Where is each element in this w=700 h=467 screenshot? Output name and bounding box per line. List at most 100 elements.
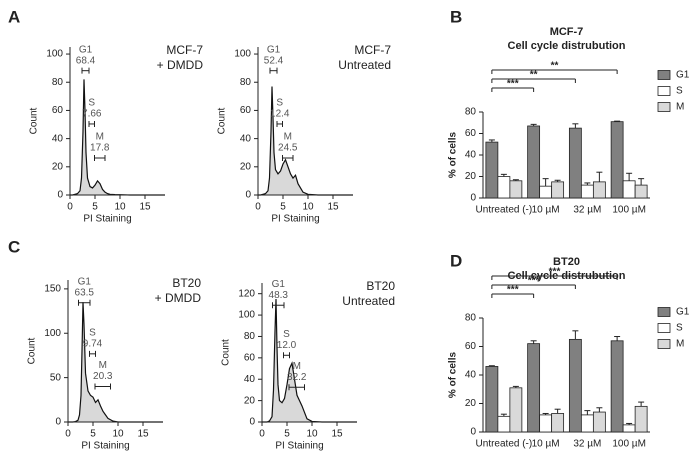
bar (568, 127, 582, 199)
bar (592, 411, 606, 433)
chart-title: Cell cycle distrubution (508, 270, 626, 282)
bar (509, 387, 523, 433)
legend-swatch (657, 323, 671, 333)
y-tick-label: 80 (465, 107, 477, 118)
histogram-title: + DMDD (157, 58, 204, 72)
x-tick-label: 15 (139, 202, 151, 213)
gate-name: G1 (78, 276, 92, 287)
y-tick-label: 40 (244, 374, 256, 385)
x-tick-label: Untreated (-) (476, 205, 533, 216)
histogram-title: MCF-7 (354, 43, 391, 57)
y-tick-label: 40 (240, 133, 252, 144)
chart-title: MCF-7 (550, 26, 584, 38)
histogram-title: BT20 (366, 279, 395, 293)
bar (509, 180, 523, 199)
x-axis-label: PI Staining (271, 214, 319, 225)
y-tick-label: 20 (52, 161, 64, 172)
legend-label: M (676, 339, 684, 350)
x-tick-label: 5 (284, 429, 290, 440)
gate-name: G1 (272, 279, 286, 290)
bar (551, 413, 565, 433)
y-axis-label: % of cells (448, 352, 459, 399)
significance-label: *** (549, 267, 561, 278)
y-axis-label: Count (27, 337, 38, 364)
y-tick-label: 60 (244, 352, 256, 363)
y-axis-label: Count (217, 107, 228, 134)
bar (551, 181, 565, 199)
bar (485, 366, 499, 433)
gate-percent: 7.66 (82, 109, 102, 120)
y-tick-label: 50 (50, 372, 62, 383)
gate-name: S (88, 98, 95, 109)
y-axis-label: Count (221, 339, 232, 366)
bar (539, 185, 553, 199)
panel-letter: D (450, 251, 462, 270)
legend-swatch (657, 102, 671, 112)
histogram-line (68, 302, 163, 423)
gate-name: M (293, 361, 301, 372)
y-tick-label: 80 (52, 77, 64, 88)
gate-percent: 68.4 (76, 55, 96, 66)
y-tick-label: 80 (465, 313, 477, 324)
y-axis-label: Count (29, 107, 40, 134)
gate-percent: 12.0 (277, 340, 297, 351)
histogram-line (262, 299, 357, 423)
bar (610, 121, 624, 199)
significance-label: *** (507, 79, 519, 90)
y-tick-label: 0 (470, 427, 476, 438)
x-axis-label: PI Staining (83, 214, 131, 225)
y-tick-label: 60 (465, 128, 477, 139)
x-tick-label: 15 (137, 429, 149, 440)
legend-label: S (676, 86, 683, 97)
x-tick-label: 10 (114, 202, 126, 213)
gate-percent: 32.2 (287, 372, 307, 383)
legend-label: G1 (676, 70, 690, 81)
x-tick-label: 15 (331, 429, 343, 440)
gate-name: M (96, 132, 104, 143)
significance-label: ** (530, 70, 538, 81)
x-tick-label: 0 (67, 202, 73, 213)
x-tick-label: 5 (90, 429, 96, 440)
y-tick-label: 60 (465, 341, 477, 352)
y-tick-label: 120 (238, 288, 255, 299)
y-tick-label: 80 (244, 331, 256, 342)
x-tick-label: 0 (65, 429, 71, 440)
gate-name: S (89, 327, 96, 338)
gate-name: G1 (79, 44, 93, 55)
bar (539, 414, 553, 433)
bar (592, 181, 606, 199)
bar (527, 343, 541, 433)
x-tick-label: 5 (280, 202, 286, 213)
panel-letter: A (8, 7, 20, 26)
panel-letter: C (8, 237, 20, 256)
x-axis-label: PI Staining (275, 441, 323, 452)
y-tick-label: 100 (234, 49, 251, 60)
bar (622, 180, 636, 199)
bar (497, 415, 511, 433)
x-tick-label: 15 (327, 202, 339, 213)
y-tick-label: 60 (52, 105, 64, 116)
bar (568, 338, 582, 433)
y-tick-label: 20 (465, 171, 477, 182)
significance-label: ** (551, 61, 559, 72)
histogram-title: MCF-7 (166, 43, 203, 57)
y-tick-label: 0 (57, 190, 63, 201)
gate-percent: 12.4 (270, 109, 290, 120)
significance-label: *** (507, 285, 519, 296)
y-tick-label: 20 (465, 398, 477, 409)
y-tick-label: 20 (244, 395, 256, 406)
gate-name: S (283, 329, 290, 340)
x-axis-label: PI Staining (81, 441, 129, 452)
y-tick-label: 0 (470, 193, 476, 204)
chart-title: Cell cycle distrubution (508, 40, 626, 52)
histogram-title: + DMDD (155, 291, 202, 305)
gate-name: M (99, 360, 107, 371)
panel-letter: B (450, 7, 462, 26)
legend-label: M (676, 102, 684, 113)
x-tick-label: 100 µM (612, 439, 646, 450)
legend-swatch (657, 339, 671, 349)
histogram-title: Untreated (338, 58, 391, 72)
legend-swatch (657, 86, 671, 96)
gate-percent: 63.5 (75, 287, 95, 298)
